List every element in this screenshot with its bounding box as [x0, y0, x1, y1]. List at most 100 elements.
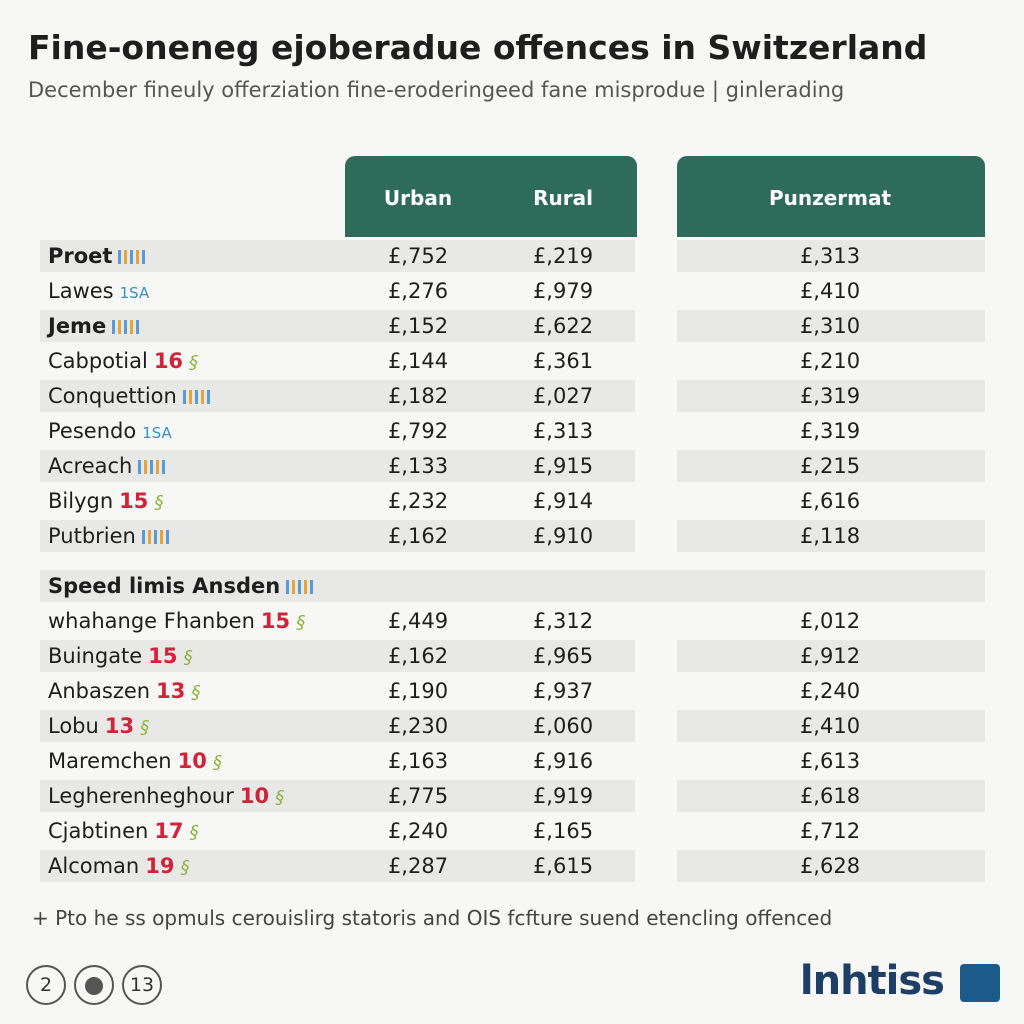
label: Cjabtinen	[48, 819, 149, 843]
page-button[interactable]: 13	[122, 965, 162, 1005]
stripe	[677, 520, 985, 552]
row-label: Jeme	[48, 314, 141, 338]
value-cell: £,919	[532, 784, 594, 808]
value-cell: £,162	[387, 644, 449, 668]
stripe	[40, 780, 635, 812]
value-cell: £,118	[799, 524, 861, 548]
icon: §	[183, 646, 193, 668]
label: Maremchen	[48, 749, 172, 773]
label: Lobu	[48, 714, 99, 738]
value-cell: £,618	[799, 784, 861, 808]
tag: 1SA	[142, 424, 172, 442]
tag: 16	[153, 349, 184, 373]
value-cell: £,410	[799, 279, 861, 303]
label: Pesendo	[48, 419, 137, 443]
icon: §	[296, 611, 306, 633]
table-row: Lawes 1SA £,276 £,979 £,410	[0, 273, 1024, 308]
icon: §	[275, 786, 285, 808]
label: Legherenheghour	[48, 784, 234, 808]
logo: lnhtiss	[799, 958, 945, 1004]
value-cell: £,027	[532, 384, 594, 408]
value-cell: £,060	[532, 714, 594, 738]
label: Conquettion	[48, 384, 177, 408]
row-label: Alcoman 19 §	[48, 854, 189, 878]
table-row: Alcoman 19 § £,287 £,615 £,628	[0, 848, 1024, 883]
stripe	[677, 310, 985, 342]
value-cell: £,752	[387, 244, 449, 268]
value-cell: £,622	[532, 314, 594, 338]
value-cell: £,313	[532, 419, 594, 443]
stripe	[40, 520, 635, 552]
value-cell: £,310	[799, 314, 861, 338]
value-cell: £,276	[387, 279, 449, 303]
row-label: Maremchen 10 §	[48, 749, 222, 773]
value-cell: £,312	[532, 609, 594, 633]
table-row: Acreach £,133 £,915 £,215	[0, 448, 1024, 483]
table-row: Jeme £,152 £,622 £,310	[0, 308, 1024, 343]
value-cell: £,190	[387, 679, 449, 703]
value-cell: £,410	[799, 714, 861, 738]
row-label: Anbaszen 13 §	[48, 679, 200, 703]
column-header-group: Urban Rural	[345, 156, 637, 237]
tag: 15	[148, 644, 178, 668]
label: whahange Fhanben	[48, 609, 255, 633]
row-label: Buingate 15 §	[48, 644, 192, 668]
page-button[interactable]: 2	[26, 965, 66, 1005]
tag: 10	[239, 784, 270, 808]
value-cell: £,361	[532, 349, 594, 373]
table-row: Buingate 15 § £,162 £,965 £,912	[0, 638, 1024, 673]
table-row: Pesendo 1SA £,792 £,313 £,319	[0, 413, 1024, 448]
value-cell: £,319	[799, 384, 861, 408]
page-button[interactable]	[74, 965, 114, 1005]
icon	[118, 250, 147, 264]
label: Buingate	[48, 644, 143, 668]
icon: §	[212, 751, 222, 773]
stripe	[40, 380, 635, 412]
row-label: Putbrien	[48, 524, 170, 548]
tag: 13	[156, 679, 186, 703]
column-header: Urban	[383, 186, 453, 210]
icon	[286, 580, 315, 594]
tag: 15	[260, 609, 291, 633]
value-cell: £,012	[799, 609, 861, 633]
row-label: Lawes 1SA	[48, 279, 155, 303]
row-label: Bilygn 15 §	[48, 489, 163, 513]
row-label: Cabpotial 16 §	[48, 349, 198, 373]
tag: 15	[119, 489, 149, 513]
tag: 19	[145, 854, 175, 878]
stripe	[677, 380, 985, 412]
label: Alcoman	[48, 854, 140, 878]
table-row: Cjabtinen 17 § £,240 £,165 £,712	[0, 813, 1024, 848]
icon: §	[189, 821, 199, 843]
label: Acreach	[48, 454, 133, 478]
label: Putbrien	[48, 524, 136, 548]
value-cell: £,215	[799, 454, 861, 478]
icon	[138, 460, 167, 474]
value-cell: £,144	[387, 349, 449, 373]
value-cell: £,165	[532, 819, 594, 843]
label: Jeme	[48, 314, 107, 338]
tag: 10	[177, 749, 207, 773]
value-cell: £,912	[799, 644, 861, 668]
table-row: Maremchen 10 § £,163 £,916 £,613	[0, 743, 1024, 778]
row-label: Pesendo 1SA	[48, 419, 178, 443]
value-cell: £,319	[799, 419, 861, 443]
stripe	[677, 240, 985, 272]
subtitle: December fineuly offerziation fine-erode…	[28, 78, 845, 102]
value-cell: £,712	[799, 819, 861, 843]
tag: 13	[104, 714, 135, 738]
value-cell: £,232	[387, 489, 449, 513]
value-cell: £,937	[532, 679, 594, 703]
table-row: Cabpotial 16 § £,144 £,361 £,210	[0, 343, 1024, 378]
value-cell: £,613	[799, 749, 861, 773]
value-cell: £,133	[387, 454, 449, 478]
label: Proet	[48, 244, 113, 268]
row-label: whahange Fhanben 15 §	[48, 609, 305, 633]
value-cell: £,914	[532, 489, 594, 513]
label: Cabpotial	[48, 349, 148, 373]
table-row: whahange Fhanben 15 § £,449 £,312 £,012	[0, 603, 1024, 638]
value-cell: £,240	[387, 819, 449, 843]
stripe	[40, 570, 985, 602]
value-cell: £,775	[387, 784, 449, 808]
